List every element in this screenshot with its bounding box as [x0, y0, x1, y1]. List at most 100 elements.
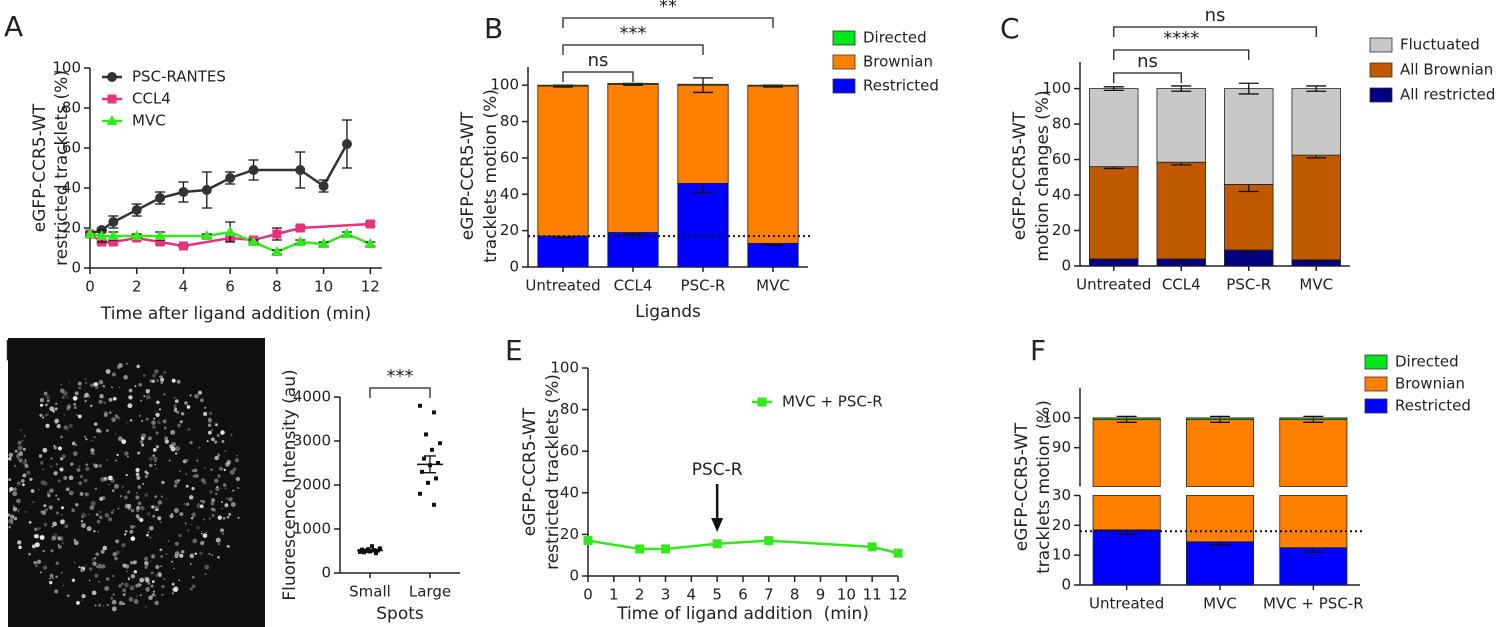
y-tick-label: 0 — [1061, 257, 1071, 275]
micrograph-speck — [204, 573, 207, 576]
micrograph-speck — [234, 458, 239, 463]
micrograph-speck — [115, 459, 118, 462]
legend-swatch — [1369, 62, 1393, 78]
micrograph-speck — [149, 536, 152, 539]
micrograph-speck — [63, 414, 66, 416]
panel-letter: A — [4, 10, 23, 43]
micrograph-speck — [52, 521, 57, 527]
micrograph-speck — [135, 467, 140, 473]
micrograph-speck — [48, 505, 53, 510]
micrograph-speck — [114, 556, 118, 561]
micrograph-speck — [94, 557, 97, 560]
x-tick-label: 12 — [888, 586, 907, 604]
y-axis-title: motion changes (%) — [1033, 90, 1053, 261]
bar-segment — [1279, 418, 1348, 487]
micrograph-speck — [171, 378, 176, 383]
legend-label: Fluctuated — [1400, 36, 1480, 54]
micrograph-speck — [77, 414, 82, 419]
x-tick-label: MVC — [756, 277, 790, 295]
micrograph-speck — [8, 457, 12, 461]
micrograph-speck — [224, 450, 227, 453]
micrograph-speck — [40, 403, 44, 407]
micrograph-speck — [64, 524, 69, 529]
micrograph-speck — [146, 590, 149, 593]
micrograph-speck — [237, 516, 240, 520]
significance-label: *** — [620, 23, 647, 44]
x-tick-label: PSC-R — [681, 277, 726, 295]
bar-segment — [1092, 418, 1161, 487]
micrograph-speck — [129, 585, 135, 591]
annotation-arrowhead — [711, 518, 724, 532]
micrograph-speck — [92, 561, 97, 566]
micrograph-speck — [73, 540, 79, 546]
micrograph-speck — [55, 561, 59, 566]
data-point — [374, 551, 378, 556]
micrograph-speck — [118, 363, 123, 368]
micrograph-speck — [174, 551, 180, 557]
micrograph-speck — [85, 438, 88, 441]
legend-swatch — [1364, 354, 1388, 370]
micrograph-speck — [203, 466, 206, 470]
micrograph-speck — [140, 436, 144, 440]
y-tick-label: 3000 — [293, 432, 331, 450]
micrograph-speck — [103, 413, 108, 418]
micrograph-speck — [207, 430, 212, 435]
micrograph-speck — [194, 473, 199, 479]
micrograph-speck — [174, 399, 179, 403]
micrograph-speck — [219, 528, 225, 533]
micrograph-speck — [221, 507, 224, 510]
x-tick-label: 0 — [583, 586, 593, 604]
bar-segment — [747, 84, 799, 87]
marker — [84, 228, 96, 238]
error-bar — [1306, 85, 1327, 92]
micrograph-speck — [93, 422, 98, 426]
micrograph-speck — [186, 405, 191, 409]
micrograph-speck — [189, 587, 193, 591]
micrograph-speck — [21, 439, 24, 442]
micrograph-speck — [123, 495, 128, 500]
micrograph-speck — [192, 584, 196, 588]
x-tick-label: 1 — [609, 586, 619, 604]
micrograph-speck — [88, 513, 90, 516]
micrograph-speck — [30, 489, 35, 493]
micrograph-speck — [71, 578, 76, 582]
micrograph-speck — [42, 565, 48, 570]
micrograph-speck — [161, 480, 165, 485]
y-tick-label: 0 — [1061, 576, 1071, 594]
micrograph-speck — [78, 465, 81, 468]
bar-segment — [747, 85, 799, 244]
data-point — [430, 447, 434, 452]
micrograph-speck — [60, 383, 63, 386]
micrograph-speck — [133, 570, 138, 574]
micrograph-speck — [26, 470, 31, 475]
micrograph-speck — [159, 521, 162, 523]
micrograph-speck — [69, 475, 72, 478]
micrograph-speck — [153, 456, 158, 462]
micrograph-speck — [93, 382, 98, 387]
bar-segment — [607, 232, 659, 268]
micrograph-speck — [188, 495, 194, 500]
bar-segment — [1279, 547, 1348, 586]
micrograph-speck — [83, 478, 88, 483]
micrograph-speck — [102, 605, 105, 607]
micrograph-speck — [81, 599, 84, 602]
micrograph-speck — [171, 560, 174, 563]
y-axis-title: tracklets motion (%) — [1034, 400, 1054, 574]
micrograph-speck — [95, 552, 100, 556]
series-line — [89, 143, 349, 236]
micrograph-speck — [221, 439, 225, 443]
micrograph-speck — [151, 580, 155, 584]
micrograph-speck — [66, 404, 72, 409]
micrograph-speck — [191, 512, 197, 518]
micrograph-speck — [157, 505, 160, 508]
micrograph-speck — [95, 565, 98, 568]
micrograph-speck — [102, 384, 106, 388]
y-tick-label: 60 — [500, 148, 519, 166]
micrograph-speck — [211, 513, 215, 518]
micrograph-speck — [124, 529, 128, 533]
x-axis-title: Ligands — [635, 302, 701, 322]
bar-segment — [1224, 88, 1274, 185]
micrograph-speck — [148, 456, 154, 462]
micrograph-speck — [54, 419, 59, 424]
micrograph-speck — [145, 576, 150, 582]
